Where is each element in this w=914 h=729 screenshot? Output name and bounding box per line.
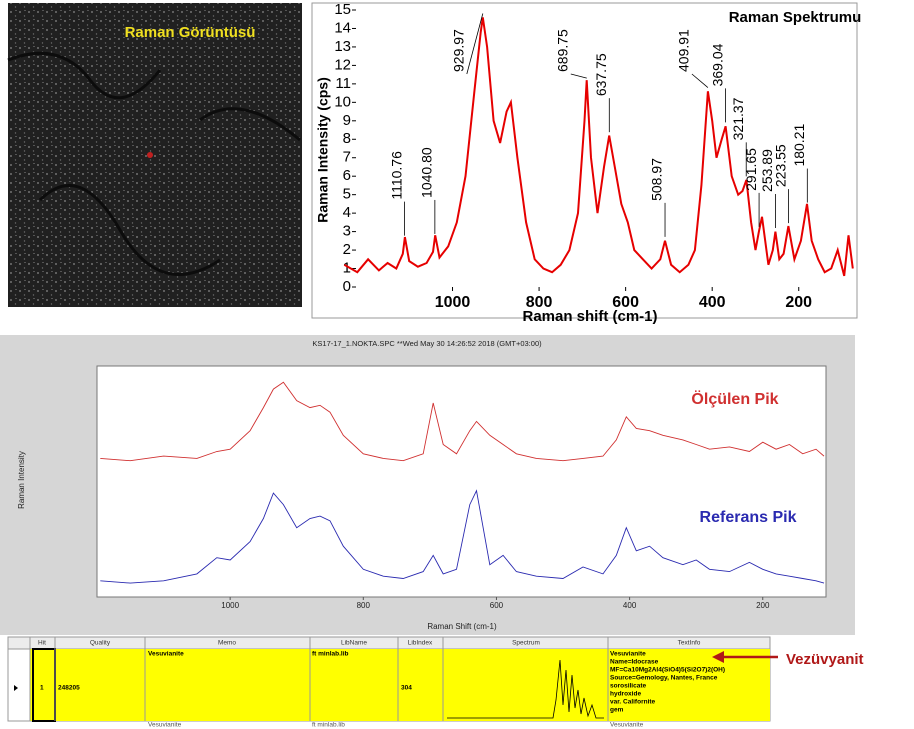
- page: {"image": {"label": "Raman Görüntüsü"}, …: [0, 0, 914, 729]
- cell: 248205: [58, 685, 80, 692]
- y-tick-label: 3: [343, 223, 351, 240]
- cell: ft minlab.lib: [312, 651, 349, 658]
- image-label: Raman Görüntüsü: [125, 24, 256, 41]
- x-tick-label: 1000: [435, 294, 471, 311]
- peak-label: 637.75: [593, 53, 609, 96]
- text-info: Vesuvianite: [610, 651, 646, 658]
- x-tick-label: 200: [756, 601, 770, 610]
- y-tick-label: 2: [343, 241, 351, 258]
- text-info: sorosilicate: [610, 683, 647, 690]
- cell: Vesuvianite: [148, 722, 182, 729]
- peak-label: 409.91: [676, 29, 692, 72]
- peak-label: 1110.76: [388, 151, 404, 200]
- y-tick-label: 14: [334, 19, 351, 36]
- peak-label: 508.97: [649, 158, 665, 201]
- x-tick-label: 600: [612, 294, 639, 311]
- peak-label: 291.65: [743, 148, 759, 191]
- y-axis-label: Raman Intensity (cps): [315, 77, 331, 222]
- column-header: LibName: [341, 640, 367, 647]
- x-tick-label: 800: [526, 294, 553, 311]
- column-header: Memo: [218, 640, 236, 647]
- x-tick-label: 400: [699, 294, 726, 311]
- screen: Raman Görüntüsü Raman Spektrumu Raman sh…: [0, 0, 914, 729]
- y-tick-label: 15: [334, 1, 351, 18]
- peak-label: 223.55: [772, 144, 788, 187]
- y-tick-label: 4: [343, 204, 351, 221]
- text-info: Vesuvianite: [610, 722, 644, 729]
- text-info: hydroxide: [610, 691, 641, 698]
- chart-title: KS17-17_1.NOKTA.SPC **Wed May 30 14:26:5…: [312, 339, 542, 348]
- y-tick-label: 12: [334, 56, 351, 73]
- y-tick-label: 0: [343, 278, 351, 295]
- y-tick-label: 6: [343, 167, 351, 184]
- y-tick-label: 8: [343, 130, 351, 147]
- cell: 304: [401, 685, 412, 692]
- y-tick-label: 11: [335, 75, 351, 92]
- y-tick-label: 13: [334, 38, 351, 55]
- x-tick-label: 600: [490, 601, 504, 610]
- peak-label: 929.97: [451, 29, 467, 72]
- y-tick-label: 7: [343, 149, 351, 166]
- legend-label: Ölçülen Pik: [691, 389, 778, 408]
- column-header: Quality: [90, 640, 111, 647]
- column-header: LibIndex: [408, 640, 433, 647]
- cell: ft minlab.lib: [312, 722, 345, 729]
- cell: Vesuvianite: [148, 651, 184, 658]
- column-header: TextInfo: [678, 640, 701, 647]
- legend-label: Referans Pik: [700, 509, 797, 526]
- chart-title: Raman Spektrumu: [729, 9, 862, 26]
- x-axis-label: Raman Shift (cm-1): [427, 622, 497, 631]
- text-info: Name=Idocrase: [610, 659, 659, 666]
- x-tick-label: 800: [357, 601, 371, 610]
- text-info: var. Californite: [610, 699, 656, 706]
- annotation: Vezüvyanit: [786, 651, 864, 668]
- table-header: [8, 637, 770, 649]
- peak-label: 369.04: [709, 43, 725, 86]
- peak-label: 689.75: [554, 29, 570, 72]
- text-info: MF=Ca10Mg2Al4(SiO4)5(Si2O7)2(OH): [610, 667, 725, 674]
- column-header: Hit: [38, 640, 46, 647]
- x-tick-label: 200: [785, 294, 812, 311]
- y-tick-label: 5: [343, 186, 351, 203]
- cell: 1: [40, 685, 44, 692]
- y-tick-label: 10: [334, 93, 351, 110]
- peak-label: 180.21: [791, 124, 807, 167]
- raman-image: [8, 3, 302, 307]
- x-tick-label: 1000: [221, 601, 239, 610]
- target-point: [147, 152, 153, 158]
- y-axis-label: Raman Intensity: [17, 451, 26, 509]
- peak-label: 321.37: [730, 97, 746, 140]
- peak-label: 1040.80: [419, 147, 435, 198]
- text-info: Source=Gemology, Nantes, France: [610, 675, 718, 682]
- x-tick-label: 400: [623, 601, 637, 610]
- y-tick-label: 9: [343, 112, 351, 129]
- selected-row[interactable]: [30, 649, 770, 721]
- column-header: Spectrum: [512, 640, 540, 647]
- text-info: gem: [610, 707, 624, 714]
